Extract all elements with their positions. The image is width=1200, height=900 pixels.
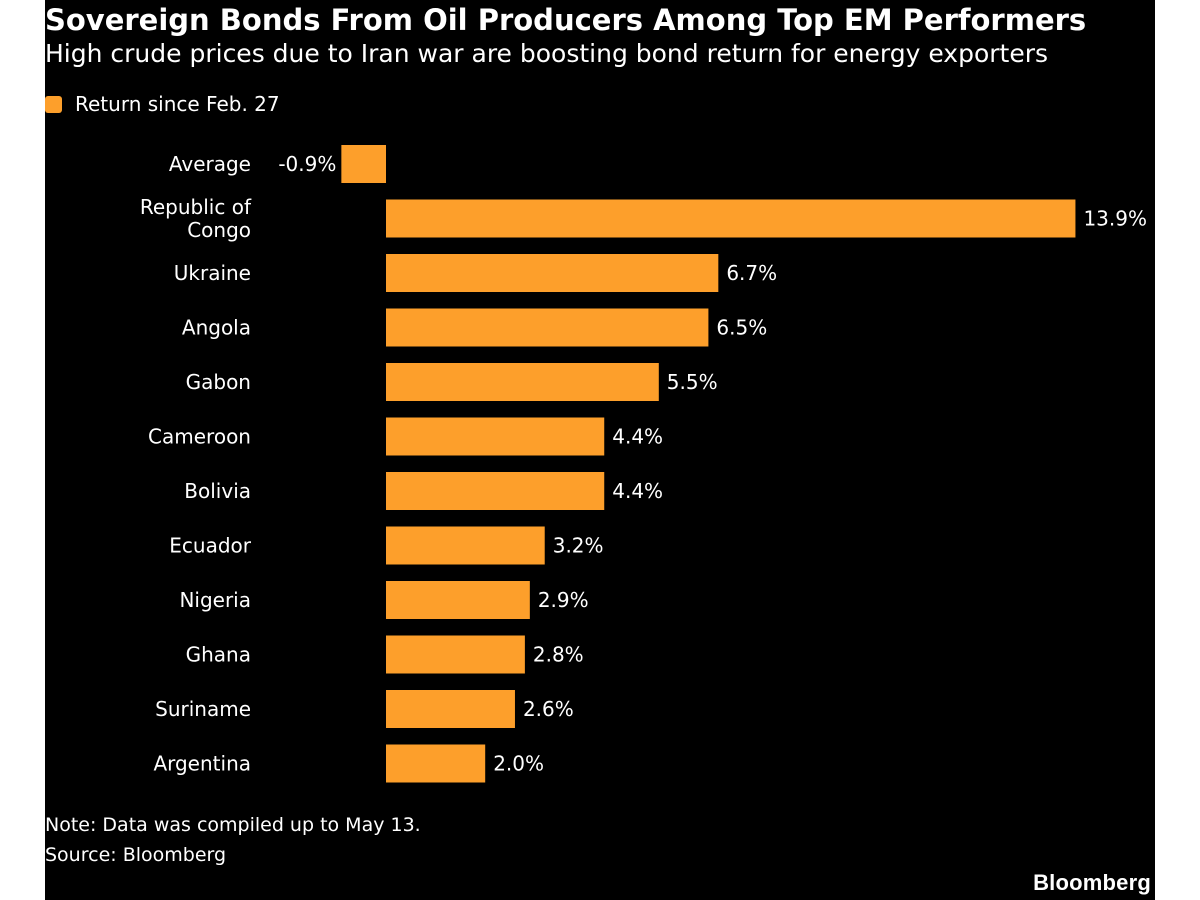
category-label: Ghana (186, 643, 251, 667)
value-label: 4.4% (612, 479, 663, 503)
bar (386, 308, 709, 347)
chart-subtitle: High crude prices due to Iran war are bo… (45, 39, 1049, 68)
bar (386, 363, 659, 401)
category-label: Nigeria (179, 588, 251, 612)
value-label: 3.2% (553, 534, 604, 558)
value-label: 13.9% (1083, 207, 1147, 231)
category-label: Suriname (155, 697, 251, 721)
category-label: Republic of Congo (140, 195, 252, 242)
bar (386, 744, 486, 783)
legend-swatch (45, 95, 62, 113)
bloomberg-logo: Bloomberg (1033, 870, 1151, 895)
bar (386, 417, 605, 456)
value-label: 2.0% (493, 752, 544, 776)
category-label: Ecuador (169, 534, 251, 558)
bar (341, 145, 386, 183)
legend: Return since Feb. 27 (45, 90, 280, 118)
category-label: Argentina (153, 752, 251, 776)
bar (386, 199, 1076, 238)
chart-title: Sovereign Bonds From Oil Producers Among… (45, 3, 1087, 37)
bar (386, 254, 719, 292)
category-label: Average (169, 152, 251, 176)
bar (386, 526, 545, 565)
value-label: 4.4% (612, 425, 663, 449)
value-label: 6.7% (726, 261, 777, 285)
bar (386, 635, 525, 674)
legend-label: Return since Feb. 27 (75, 92, 280, 116)
category-label: Ukraine (174, 261, 251, 285)
value-label: 2.8% (533, 643, 584, 667)
category-label: Gabon (186, 370, 251, 394)
category-label: Bolivia (184, 479, 251, 503)
value-label: 2.6% (523, 697, 574, 721)
bar-chart: -0.9% Average 13.9% Republic of Congo 6.7% Ukr… (140, 145, 1147, 783)
value-label: 5.5% (667, 370, 718, 394)
value-label: 6.5% (716, 316, 767, 340)
category-label: Cameroon (148, 425, 251, 449)
bar (386, 472, 605, 510)
value-label: -0.9% (278, 152, 336, 176)
bar (386, 690, 515, 728)
chart-frame: Sovereign Bonds From Oil Producers Among… (45, 0, 1155, 900)
footnote: Note: Data was compiled up to May 13. (45, 814, 421, 836)
source-line: Source: Bloomberg (45, 844, 227, 866)
value-label: 2.9% (538, 588, 589, 612)
bar (386, 581, 530, 619)
category-label: Angola (182, 316, 251, 340)
